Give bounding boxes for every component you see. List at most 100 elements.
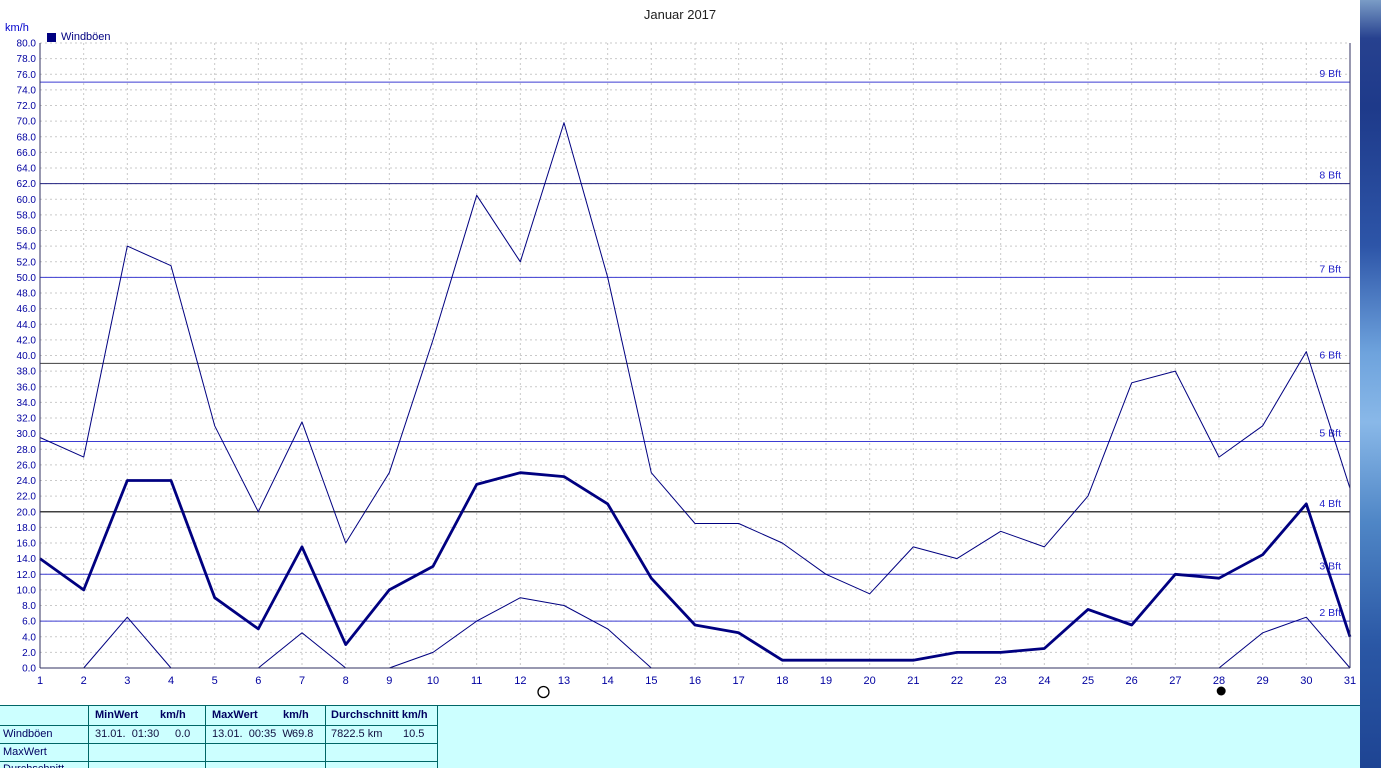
y-tick-label: 20.0 xyxy=(17,507,37,518)
table-divider-h3 xyxy=(0,761,437,762)
plot-frame xyxy=(39,43,1351,669)
x-tick-label: 20 xyxy=(864,675,876,687)
y-tick-label: 30.0 xyxy=(17,429,37,440)
y-tick-label: 46.0 xyxy=(17,304,37,315)
x-tick-label: 23 xyxy=(995,675,1007,687)
stats-table: MinWert km/h MaxWert km/h Durchschnitt k… xyxy=(0,705,1360,768)
row-label-windboeen: Windböen xyxy=(3,728,53,740)
x-tick-label: 25 xyxy=(1082,675,1094,687)
y-tick-label: 76.0 xyxy=(17,70,37,81)
y-tick-label: 14.0 xyxy=(17,554,37,565)
y-tick-label: 8.0 xyxy=(22,601,36,612)
y-tick-label: 78.0 xyxy=(17,54,37,65)
y-tick-label: 34.0 xyxy=(17,398,37,409)
x-tick-label: 8 xyxy=(343,675,349,687)
x-tick-label: 31 xyxy=(1344,675,1356,687)
bft-label: 5 Bft xyxy=(1319,427,1341,439)
legend: Windböen xyxy=(47,31,111,43)
header-maxwert: MaxWert xyxy=(212,709,258,721)
x-tick-label: 2 xyxy=(81,675,87,687)
y-tick-label: 38.0 xyxy=(17,367,37,378)
y-tick-label: 66.0 xyxy=(17,148,37,159)
moon-markers xyxy=(537,685,1226,699)
y-tick-label: 2.0 xyxy=(22,648,36,659)
x-tick-label: 30 xyxy=(1300,675,1312,687)
series-max xyxy=(39,122,1351,595)
x-axis-ticks: 1 2 3 4 5 6 7 8 9 10 11 12 13 14 15 16 17 18 19 20 21 22 23 24 2… xyxy=(37,675,1356,687)
y-tick-label: 54.0 xyxy=(17,242,37,253)
x-tick-label: 17 xyxy=(733,675,745,687)
legend-label: Windböen xyxy=(61,31,111,43)
x-tick-label: 12 xyxy=(514,675,526,687)
bft-label: 9 Bft xyxy=(1319,68,1341,80)
x-tick-label: 14 xyxy=(602,675,614,687)
y-tick-label: 62.0 xyxy=(17,179,37,190)
y-axis-unit-label: km/h xyxy=(5,22,29,34)
full-moon-icon xyxy=(537,685,550,699)
x-tick-label: 21 xyxy=(907,675,919,687)
windboeen-min-date: 31.01. 01:30 xyxy=(95,728,160,740)
x-tick-label: 27 xyxy=(1169,675,1181,687)
x-tick-label: 11 xyxy=(471,675,482,687)
table-border-top xyxy=(0,705,1360,706)
windboeen-avg-value: 10.5 xyxy=(403,728,425,740)
x-tick-label: 9 xyxy=(386,675,392,687)
x-tick-label: 22 xyxy=(951,675,963,687)
table-divider-v2 xyxy=(205,705,206,768)
y-tick-label: 80.0 xyxy=(17,39,37,50)
page-title: Januar 2017 xyxy=(643,7,717,22)
desktop-background-strip xyxy=(1360,0,1381,768)
x-tick-label: 7 xyxy=(299,675,305,687)
x-tick-label: 10 xyxy=(427,675,439,687)
windboeen-max-value: 69.8 xyxy=(292,728,314,740)
y-tick-label: 60.0 xyxy=(17,195,37,206)
x-tick-label: 5 xyxy=(212,675,218,687)
y-tick-label: 26.0 xyxy=(17,460,37,471)
table-divider-v1 xyxy=(88,705,89,768)
y-tick-label: 16.0 xyxy=(17,539,37,550)
y-tick-label: 52.0 xyxy=(17,257,37,268)
table-divider-v3 xyxy=(325,705,326,768)
bft-label: 6 Bft xyxy=(1319,349,1341,361)
series-avg xyxy=(39,471,1352,662)
y-tick-label: 6.0 xyxy=(22,617,36,628)
header-durchschnitt: Durchschnitt km/h xyxy=(331,709,428,721)
row-label-maxwert: MaxWert xyxy=(3,746,47,758)
beaufort-lines: 2 Bft 3 Bft 4 Bft 5 Bft 6 Bft 7 Bft 8 Bft 9 Bft xyxy=(40,68,1350,622)
y-tick-label: 10.0 xyxy=(17,585,37,596)
bft-label: 3 Bft xyxy=(1319,560,1341,572)
y-tick-label: 0.0 xyxy=(22,664,36,675)
x-tick-label: 24 xyxy=(1038,675,1050,687)
x-tick-label: 1 xyxy=(37,675,43,687)
legend-color-swatch xyxy=(47,32,56,42)
y-tick-label: 70.0 xyxy=(17,117,37,128)
x-tick-label: 28 xyxy=(1213,675,1225,687)
y-tick-label: 64.0 xyxy=(17,164,37,175)
y-tick-label: 40.0 xyxy=(17,351,37,362)
y-tick-label: 18.0 xyxy=(17,523,37,534)
y-tick-label: 74.0 xyxy=(17,85,37,96)
y-tick-label: 22.0 xyxy=(17,492,37,503)
x-tick-label: 6 xyxy=(255,675,261,687)
x-tick-label: 15 xyxy=(645,675,657,687)
x-tick-label: 3 xyxy=(124,675,130,687)
table-divider-h1 xyxy=(0,725,437,726)
windboeen-max-date: 13.01. 00:35 W xyxy=(212,728,293,740)
y-tick-label: 4.0 xyxy=(22,632,36,643)
table-divider-h2 xyxy=(0,743,437,744)
windboeen-min-value: 0.0 xyxy=(175,728,191,740)
y-tick-label: 48.0 xyxy=(17,289,37,300)
y-tick-label: 56.0 xyxy=(17,226,37,237)
y-tick-label: 72.0 xyxy=(17,101,37,112)
header-minwert-unit: km/h xyxy=(160,709,186,721)
y-tick-label: 58.0 xyxy=(17,210,37,221)
y-tick-label: 50.0 xyxy=(17,273,37,284)
y-tick-label: 32.0 xyxy=(17,414,37,425)
x-tick-label: 18 xyxy=(776,675,788,687)
x-tick-label: 16 xyxy=(689,675,701,687)
y-axis-ticks: 0.0 2.0 4.0 6.0 8.0 10.0 12.0 14.0 16.0 18.0 20.0 2… xyxy=(17,39,37,675)
x-tick-label: 29 xyxy=(1257,675,1269,687)
windboeen-distance-total: 7822.5 km xyxy=(331,728,383,740)
bft-label: 4 Bft xyxy=(1319,498,1341,510)
y-tick-label: 24.0 xyxy=(17,476,37,487)
